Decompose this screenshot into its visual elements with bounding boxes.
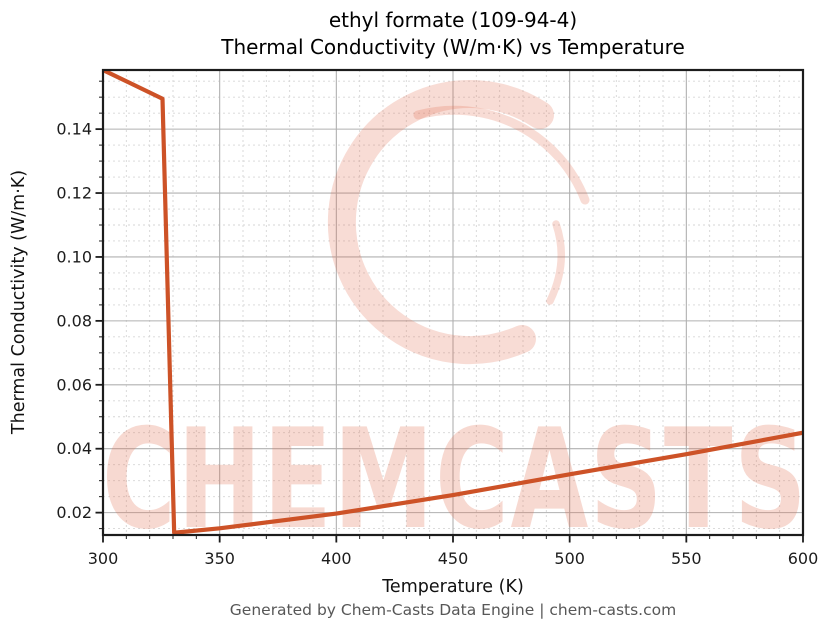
- y-tick-label: 0.14: [56, 120, 92, 139]
- logo-swoosh-arc: [413, 105, 590, 205]
- chart-title-line1: ethyl formate (109-94-4): [328, 8, 578, 32]
- x-tick-label: 550: [671, 549, 702, 568]
- logo-tail-arc: [546, 220, 566, 305]
- y-tick-label: 0.08: [56, 311, 92, 330]
- y-tick-label: 0.10: [56, 247, 92, 266]
- y-axis-label: Thermal Conductivity (W/m·K): [9, 170, 29, 435]
- y-tick-label: 0.02: [56, 503, 92, 522]
- x-axis-label: Temperature (K): [381, 577, 524, 597]
- axis-ticks: [95, 80, 804, 543]
- logo-main-arc: [327, 80, 554, 365]
- watermark-text: CHEMCASTS: [102, 400, 808, 560]
- x-tick-label: 400: [321, 549, 352, 568]
- chart-title-line2: Thermal Conductivity (W/m·K) vs Temperat…: [221, 35, 685, 59]
- x-tick-label: 600: [788, 549, 819, 568]
- x-tick-label: 500: [554, 549, 585, 568]
- conductivity-line: [103, 70, 803, 535]
- footer-credit: Generated by Chem-Casts Data Engine | ch…: [229, 601, 677, 619]
- y-tick-label: 0.06: [56, 375, 92, 394]
- tick-labels: 300 350 400 450 500 550 600 0.02 0.04 0.06 0.08 0.1…: [56, 120, 818, 568]
- y-tick-label: 0.04: [56, 439, 92, 458]
- x-tick-label: 350: [204, 549, 235, 568]
- watermark: CHEMCASTS: [102, 80, 808, 560]
- y-tick-label: 0.12: [56, 184, 92, 203]
- gridlines-major: [102, 70, 804, 535]
- chemcasts-c-logo-icon: [327, 80, 590, 365]
- x-tick-label: 450: [438, 549, 469, 568]
- data-series: [103, 70, 803, 535]
- x-tick-label: 300: [88, 549, 119, 568]
- chart-title: ethyl formate (109-94-4) Thermal Conduct…: [103, 7, 803, 61]
